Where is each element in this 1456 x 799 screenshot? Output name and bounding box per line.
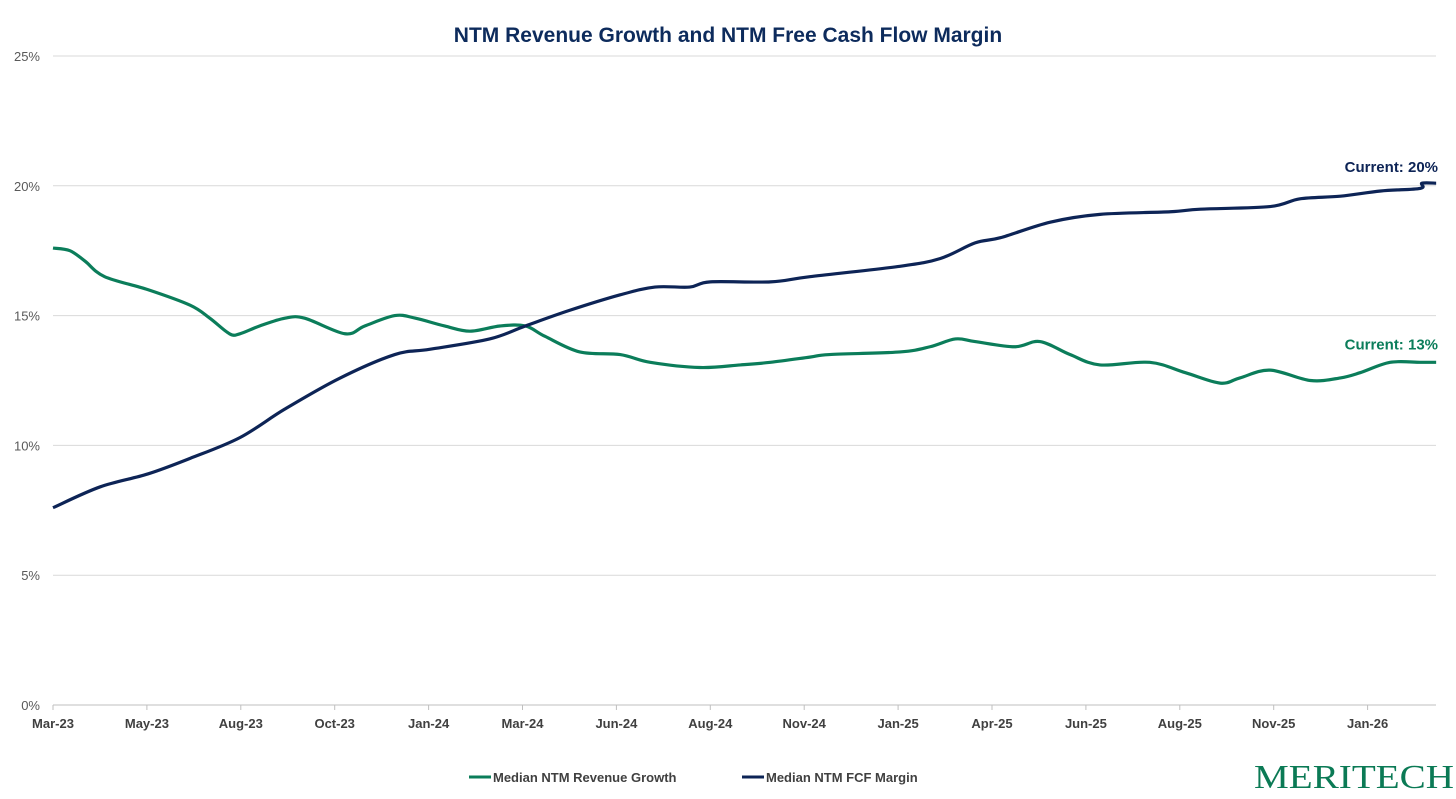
chart-title: NTM Revenue Growth and NTM Free Cash Flo…	[454, 24, 1002, 47]
x-tick-label: Oct-23	[314, 716, 354, 731]
x-tick-label: Jan-25	[877, 716, 918, 731]
legend: Median NTM Revenue Growth Median NTM FCF …	[469, 770, 918, 785]
current-value-label: Current: 13%	[1345, 336, 1438, 353]
x-tick-label: Mar-23	[32, 716, 74, 731]
y-tick-label: 0%	[21, 698, 40, 713]
y-tick-label: 20%	[14, 179, 40, 194]
x-axis: Mar-23 May-23 Aug-23 Oct-23 Jan-24 Mar-24 Jun-…	[32, 705, 1388, 731]
legend-label: Median NTM FCF Margin	[766, 770, 918, 785]
x-tick-label: Aug-24	[688, 716, 733, 731]
x-tick-label: Jun-25	[1065, 716, 1107, 731]
y-tick-label: 25%	[14, 49, 40, 64]
y-axis: 0% 5% 10% 15% 20% 25%	[14, 49, 40, 713]
revenue-growth-line	[52, 246, 1437, 385]
x-tick-label: Jan-26	[1347, 716, 1388, 731]
x-tick-label: May-23	[125, 716, 169, 731]
fcf-margin-line	[52, 181, 1437, 510]
gridlines	[53, 55, 1436, 706]
y-tick-label: 5%	[21, 568, 40, 583]
x-tick-label: Nov-24	[783, 716, 827, 731]
x-tick-label: Nov-25	[1252, 716, 1295, 731]
x-tick-label: Aug-25	[1158, 716, 1202, 731]
x-tick-label: Aug-23	[219, 716, 263, 731]
current-value-label: Current: 20%	[1345, 159, 1438, 176]
y-tick-label: 10%	[14, 438, 40, 453]
meritech-logo: MERITECH	[1254, 759, 1454, 796]
annotations: Current: 20% Current: 13%	[1345, 159, 1438, 353]
legend-label: Median NTM Revenue Growth	[493, 770, 677, 785]
x-tick-label: Jun-24	[595, 716, 638, 731]
y-tick-label: 15%	[14, 309, 40, 324]
x-tick-label: Jan-24	[408, 716, 450, 731]
x-tick-label: Apr-25	[971, 716, 1012, 731]
series-lines	[52, 181, 1437, 510]
x-tick-label: Mar-24	[502, 716, 545, 731]
